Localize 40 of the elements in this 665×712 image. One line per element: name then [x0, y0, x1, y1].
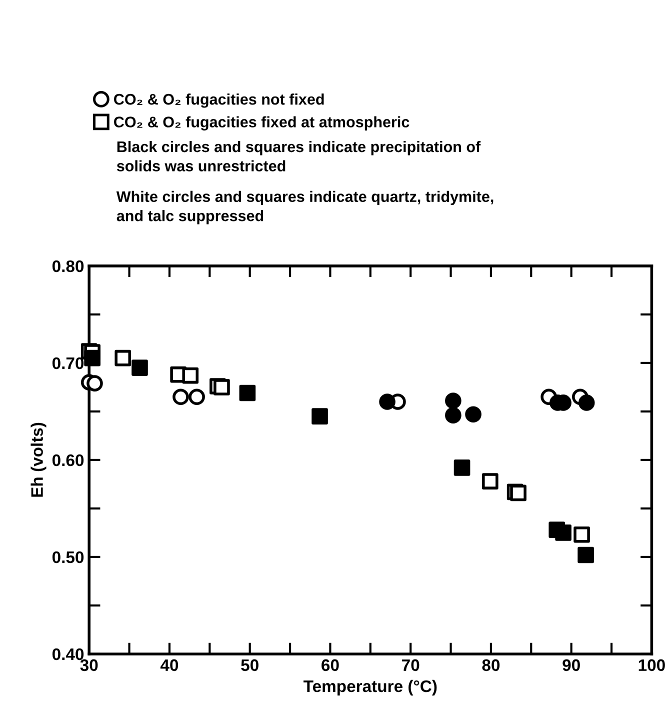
- x-tick-label: 70: [402, 659, 420, 672]
- x-axis-title: Temperature (°C): [304, 680, 437, 696]
- y-tick-label: 0.70: [52, 357, 84, 370]
- y-tick-label: 0.50: [52, 551, 84, 564]
- point: [172, 388, 189, 406]
- point: [510, 484, 526, 502]
- y-axis-title: Eh (volts): [30, 422, 46, 497]
- point: [312, 408, 328, 424]
- point: [84, 350, 100, 366]
- point: [188, 388, 205, 406]
- point: [445, 392, 462, 409]
- point: [574, 526, 590, 543]
- point: [182, 367, 199, 384]
- legend-label: CO₂ & O₂ fugacities not fixed: [114, 93, 324, 108]
- point: [465, 406, 482, 423]
- point: [86, 375, 103, 392]
- x-tick-label: 80: [482, 659, 500, 672]
- point: [239, 384, 256, 402]
- point: [454, 460, 470, 476]
- point: [555, 524, 572, 541]
- y-tick-label: 0.40: [52, 648, 84, 660]
- point: [114, 350, 132, 366]
- y-tick-label: 0.80: [52, 260, 84, 272]
- point: [578, 546, 594, 564]
- point: [132, 360, 148, 376]
- point: [578, 394, 595, 411]
- x-tick-label: 100: [638, 659, 665, 672]
- x-tick-label: 40: [160, 659, 178, 672]
- x-tick-label: 50: [241, 659, 258, 672]
- point: [379, 394, 396, 410]
- text: White circles and squares indicate quartz, tridymite, and talc suppressed: [116, 190, 494, 224]
- point: [482, 473, 498, 490]
- legend-label: CO₂ & O₂ fugacities fixed at atmospheric: [114, 116, 410, 131]
- x-tick-label: 30: [80, 659, 98, 672]
- point: [445, 407, 462, 424]
- x-tick-label: 60: [322, 659, 339, 672]
- y-tick-label: 0.60: [52, 454, 84, 466]
- x-tick-label: 90: [562, 659, 580, 672]
- point: [214, 379, 230, 396]
- text: Black circles and squares indicate precipitation of solids was unrestricted: [116, 140, 481, 172]
